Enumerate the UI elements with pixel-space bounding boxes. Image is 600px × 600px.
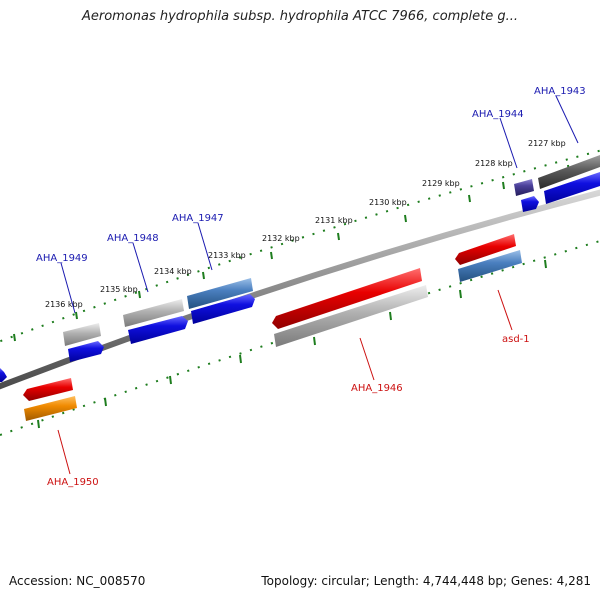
kbp-label: 2135 kbp xyxy=(100,285,138,294)
gene-label-aha-1947: AHA_1947 xyxy=(172,213,224,224)
gene-label-aha-1950: AHA_1950 xyxy=(47,477,99,488)
kbp-label: 2127 kbp xyxy=(528,139,566,148)
kbp-label: 2131 kbp xyxy=(315,216,353,225)
gene-label-aha-1948: AHA_1948 xyxy=(107,233,159,244)
genome-summary-text: Topology: circular; Length: 4,744,448 bp… xyxy=(261,574,591,588)
label-leader-lines xyxy=(57,95,579,475)
gene-aha-1948-feature[interactable] xyxy=(123,299,184,327)
gene-aha-1944-feature[interactable] xyxy=(514,179,534,196)
kbp-scale-labels: 2127 kbp 2128 kbp 2129 kbp 2130 kbp 2131… xyxy=(45,139,566,309)
gene-label-asd-1: asd-1 xyxy=(502,334,530,345)
kbp-label: 2134 kbp xyxy=(154,267,192,276)
kbp-label: 2133 kbp xyxy=(208,251,246,260)
gene-blue-arrow[interactable] xyxy=(191,294,255,324)
kbp-label: 2129 kbp xyxy=(422,179,460,188)
gene-blue-arrow[interactable] xyxy=(0,368,7,382)
gene-label-aha-1949: AHA_1949 xyxy=(36,253,88,264)
kbp-label: 2132 kbp xyxy=(262,234,300,243)
gene-label-aha-1943: AHA_1943 xyxy=(534,86,586,97)
inner-major-ticks xyxy=(37,259,547,429)
gene-aha-1950-feature[interactable] xyxy=(24,396,77,421)
kbp-label: 2136 kbp xyxy=(45,300,83,309)
gene-label-aha-1946: AHA_1946 xyxy=(351,383,403,394)
gene-aha-1949-feature[interactable] xyxy=(63,323,101,346)
gene-aha-1946-feature[interactable] xyxy=(272,268,422,329)
gene-aha-1947-feature[interactable] xyxy=(187,278,253,309)
gene-blue-arrow[interactable] xyxy=(544,172,600,204)
gene-blue-arrow[interactable] xyxy=(521,196,539,212)
gene-blue-arrow[interactable] xyxy=(68,341,104,362)
gene-blue-arrow[interactable] xyxy=(128,316,188,344)
gene-aha-1943-feature[interactable] xyxy=(538,155,600,189)
gene-red-reverse[interactable] xyxy=(455,234,516,265)
gene-red-reverse[interactable] xyxy=(23,378,73,401)
kbp-label: 2130 kbp xyxy=(369,198,407,207)
kbp-label: 2128 kbp xyxy=(475,159,513,168)
gene-grey-reverse[interactable] xyxy=(274,285,428,347)
map-title: Aeromonas hydrophila subsp. hydrophila A… xyxy=(81,9,519,24)
accession-text: Accession: NC_008570 xyxy=(9,574,146,588)
gene-labels: AHA_1943 AHA_1944 AHA_1947 AHA_1948 AHA_… xyxy=(36,86,586,488)
gene-label-aha-1944: AHA_1944 xyxy=(472,109,524,120)
gene-asd-1-feature[interactable] xyxy=(458,250,522,282)
genome-backbone xyxy=(0,189,600,390)
